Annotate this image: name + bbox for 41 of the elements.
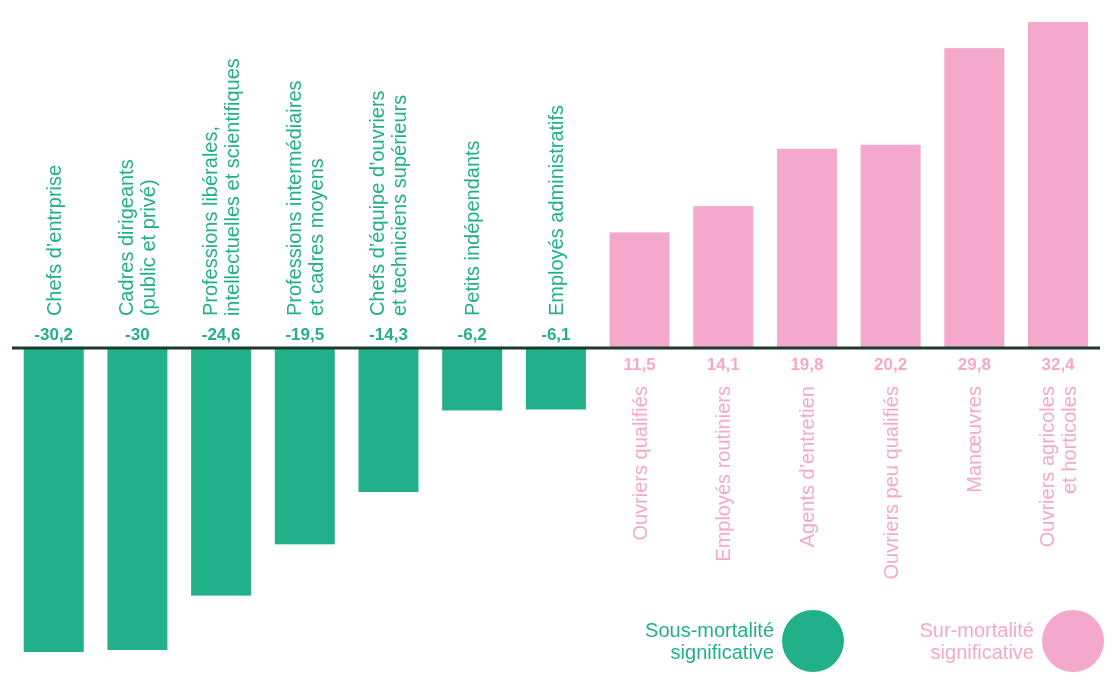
x-tick-label: Ouvriers peu qualifiés [879,386,902,580]
bar [944,48,1005,349]
data-label: 11,5 [623,355,656,375]
bar [274,348,335,545]
data-label: 19,8 [790,355,824,375]
bar [525,348,586,410]
data-label: 20,2 [874,355,908,375]
data-label: 32,4 [1041,355,1076,375]
bar [358,348,419,492]
text: Sur-mortalité significative [918,619,1034,663]
x-tick-label: Chefs d’équipe d’ouvriers et techniciens supérieurs [366,90,411,317]
bar [191,348,252,596]
data-label: -19,5 [285,325,325,345]
data-label: -14,3 [369,325,408,345]
bar [693,206,754,349]
bar [23,348,84,652]
bar [107,348,168,650]
x-tick-label: Professions intermédiaires et cadres moyens [282,80,327,317]
x-tick-label: Chefs d’entrprise [42,164,65,317]
data-label: -6,2 [457,325,487,345]
data-label: -30,2 [34,325,74,345]
x-tick-label: Employés routiniers [712,386,735,562]
data-label: -24,6 [201,325,241,345]
data-label: 14,1 [706,355,740,375]
text: Sous-mortalité significative [644,619,774,663]
bar [776,148,837,349]
bar [860,144,921,349]
x-tick-label: Professions libérales, intellectuelles et scientifiques [199,58,244,317]
bar [442,348,503,411]
bar [609,232,670,349]
x-tick-label: Ouvriers qualifiés [628,386,651,541]
x-tick-label: Cadres dirigeants (public et privé) [115,159,160,317]
bar [1028,22,1089,349]
data-label: 29,8 [957,355,991,375]
x-tick-label: Agents d’entretien [795,386,818,548]
x-tick-label: Manœuvres [963,386,986,493]
x-tick-label: Employés administratifs [544,104,567,317]
x-tick-label: Ouvriers agricoles et horticoles [1036,386,1081,548]
x-tick-label: Petits indépendants [461,140,484,317]
data-label: -6,1 [541,325,571,345]
data-label: -30 [125,325,150,345]
